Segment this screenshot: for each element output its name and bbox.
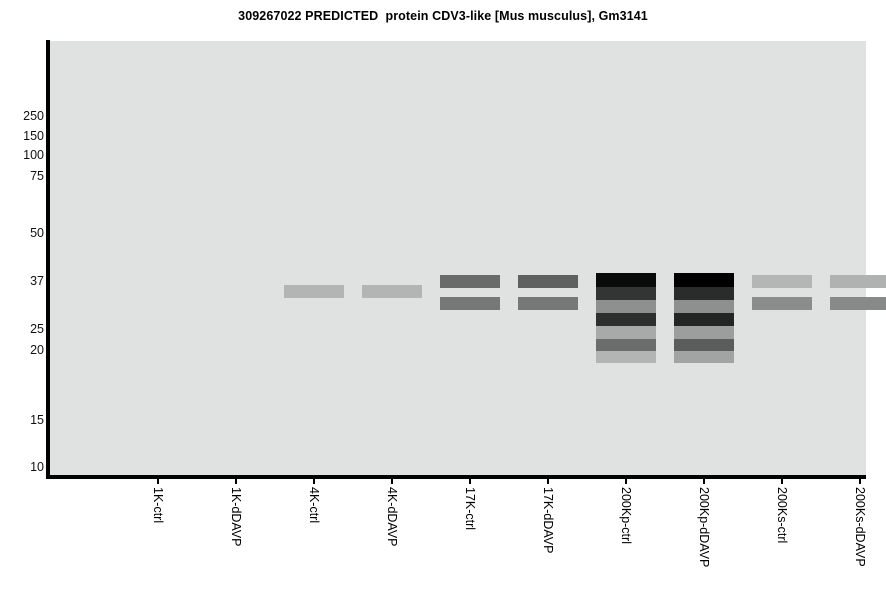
x-axis-spine <box>46 475 866 479</box>
gel-band <box>674 300 734 313</box>
gel-band <box>830 297 886 310</box>
gel-band <box>752 275 812 288</box>
gel-band <box>596 326 656 339</box>
x-axis-tick-label: 17K-dDAVP <box>541 487 555 554</box>
gel-band <box>752 297 812 310</box>
gel-band <box>596 313 656 326</box>
gel-band <box>830 275 886 288</box>
x-axis-tick-label: 4K-dDAVP <box>385 487 399 547</box>
y-axis-tick-label: 75 <box>30 169 44 183</box>
x-axis-tick-label: 200Kp-dDAVP <box>697 487 711 568</box>
gel-band <box>518 275 578 288</box>
gel-band <box>518 297 578 310</box>
y-axis-spine <box>46 40 50 479</box>
x-axis-tick-label: 200Ks-dDAVP <box>853 487 867 567</box>
x-axis-tick-mark <box>469 479 471 484</box>
y-axis-tick-label: 250 <box>23 109 44 123</box>
y-axis-tick-label: 50 <box>30 226 44 240</box>
x-axis-tick-mark <box>781 479 783 484</box>
x-axis-tick-mark <box>625 479 627 484</box>
x-axis-tick-mark <box>157 479 159 484</box>
gel-band <box>596 300 656 313</box>
x-axis-tick-mark <box>703 479 705 484</box>
gel-plot-area <box>50 41 886 478</box>
y-axis-tick-label: 100 <box>23 148 44 162</box>
y-axis-tick-label: 37 <box>30 274 44 288</box>
x-axis-tick-mark <box>313 479 315 484</box>
y-axis-tick-label: 10 <box>30 460 44 474</box>
gel-band <box>362 285 422 298</box>
gel-band <box>440 275 500 288</box>
gel-band <box>674 351 734 363</box>
gel-band <box>674 326 734 339</box>
gel-band <box>596 287 656 300</box>
x-axis-tick-mark <box>391 479 393 484</box>
gel-band <box>596 351 656 363</box>
y-axis-tick-label: 150 <box>23 129 44 143</box>
gel-band <box>596 273 656 287</box>
y-axis-tick-labels: 250 150 100 75 50 37 25 20 15 10 <box>0 0 44 595</box>
x-axis-tick-label: 200Ks-ctrl <box>775 487 789 544</box>
gel-band <box>674 339 734 351</box>
x-axis-tick-mark <box>235 479 237 484</box>
y-axis-tick-label: 25 <box>30 322 44 336</box>
x-axis-tick-mark <box>547 479 549 484</box>
y-axis-tick-label: 15 <box>30 413 44 427</box>
x-axis-tick-label: 17K-ctrl <box>463 487 477 531</box>
chart-title: 309267022 PREDICTED protein CDV3-like [M… <box>238 9 648 23</box>
x-axis-tick-label: 1K-ctrl <box>151 487 165 524</box>
y-axis-tick-label: 20 <box>30 343 44 357</box>
gel-band <box>284 285 344 298</box>
gel-band <box>440 297 500 310</box>
gel-band <box>674 313 734 326</box>
x-axis-tick-label: 200Kp-ctrl <box>619 487 633 544</box>
gel-band <box>674 287 734 300</box>
x-axis-tick-label: 4K-ctrl <box>307 487 321 524</box>
x-axis-tick-mark <box>859 479 861 484</box>
gel-band <box>674 273 734 287</box>
x-axis-tick-label: 1K-dDAVP <box>229 487 243 547</box>
gel-band <box>596 339 656 351</box>
